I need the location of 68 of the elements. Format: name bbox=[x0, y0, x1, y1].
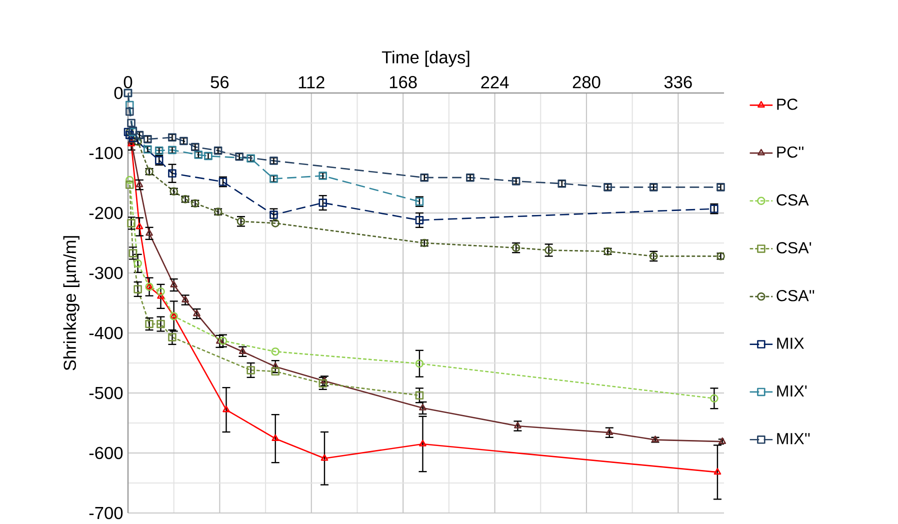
legend-label: CSA' bbox=[776, 242, 812, 254]
point bbox=[320, 454, 328, 461]
point bbox=[216, 337, 224, 344]
point bbox=[271, 219, 280, 228]
point bbox=[182, 296, 189, 302]
point bbox=[134, 285, 142, 294]
point bbox=[419, 404, 426, 410]
point bbox=[710, 394, 718, 403]
y-tick-label: -100 bbox=[89, 146, 123, 160]
point bbox=[193, 310, 200, 316]
point bbox=[170, 280, 178, 288]
point bbox=[318, 379, 327, 388]
x-axis-title: Time [days] bbox=[382, 50, 470, 67]
x-tick-label: 0 bbox=[124, 76, 132, 88]
point bbox=[127, 118, 136, 128]
point bbox=[126, 176, 134, 184]
y-tick-label: -300 bbox=[89, 266, 123, 280]
point bbox=[318, 198, 327, 207]
point bbox=[419, 440, 426, 446]
point bbox=[606, 428, 614, 436]
point bbox=[136, 180, 144, 188]
point bbox=[415, 391, 424, 400]
legend-label: PC bbox=[777, 98, 798, 110]
legend-label: CSA bbox=[776, 194, 809, 206]
point bbox=[126, 107, 134, 116]
point bbox=[156, 287, 165, 296]
point bbox=[544, 246, 553, 254]
legend-label: MIX' bbox=[777, 385, 807, 396]
y-tick-label: -500 bbox=[89, 386, 123, 400]
y-tick-label: -700 bbox=[89, 506, 123, 520]
point bbox=[157, 292, 164, 299]
y-axis-title: Shrinkage [µm/m] bbox=[63, 236, 80, 370]
y-tick-label: -200 bbox=[89, 206, 123, 220]
point bbox=[222, 406, 230, 412]
point bbox=[136, 222, 144, 230]
y-tick-label: -600 bbox=[89, 446, 123, 460]
legend-label: PC'' bbox=[777, 146, 804, 158]
point bbox=[168, 169, 176, 178]
point bbox=[514, 422, 522, 428]
point bbox=[415, 359, 424, 368]
point bbox=[168, 333, 176, 342]
point bbox=[415, 216, 424, 224]
x-tick-label: 168 bbox=[390, 76, 417, 88]
x-tick-label: 336 bbox=[664, 76, 692, 88]
point bbox=[272, 434, 280, 441]
point bbox=[714, 468, 722, 475]
legend-label: MIX'' bbox=[777, 433, 810, 444]
point bbox=[270, 210, 278, 219]
point bbox=[126, 180, 134, 189]
point bbox=[134, 259, 142, 268]
y-tick-label: 0 bbox=[114, 86, 123, 100]
y-tick-label: -400 bbox=[89, 326, 123, 340]
point bbox=[145, 320, 154, 328]
legend-label: MIX bbox=[777, 338, 804, 349]
point bbox=[271, 347, 280, 356]
x-tick-label: 224 bbox=[481, 76, 509, 88]
legend-label: CSA'' bbox=[776, 290, 814, 302]
point bbox=[126, 100, 134, 110]
point bbox=[246, 366, 255, 374]
point bbox=[218, 336, 228, 345]
x-tick-label: 56 bbox=[210, 76, 229, 88]
x-tick-label: 280 bbox=[572, 76, 600, 88]
x-tick-label: 112 bbox=[298, 76, 324, 88]
point bbox=[127, 219, 136, 228]
point bbox=[156, 320, 165, 328]
point bbox=[272, 362, 280, 369]
point bbox=[146, 229, 153, 236]
point bbox=[238, 347, 246, 354]
